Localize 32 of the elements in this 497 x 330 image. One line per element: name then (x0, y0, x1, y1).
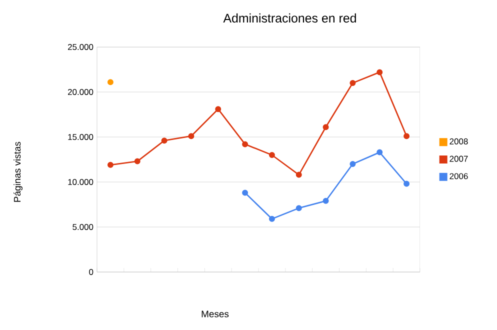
legend-label: 2008 (450, 138, 468, 144)
point (268, 152, 275, 158)
point (322, 198, 329, 204)
x-axis-title: Meses (202, 310, 229, 318)
point (107, 79, 114, 86)
point (322, 124, 329, 130)
point (296, 172, 302, 178)
point (188, 133, 194, 140)
y-tick-label: 10.000 (68, 179, 94, 185)
y-axis-title: Páginas vistas (14, 142, 22, 202)
point (350, 80, 356, 86)
y-tick-label: 0 (89, 269, 94, 275)
point (161, 138, 168, 144)
point (376, 69, 383, 76)
point (350, 161, 356, 167)
point (242, 141, 248, 148)
point (107, 162, 114, 168)
y-tick-label: 20.000 (68, 89, 94, 95)
point (268, 216, 275, 222)
y-tick-label: 25.000 (68, 44, 94, 50)
point (404, 133, 410, 140)
point (376, 149, 383, 156)
point (296, 205, 302, 212)
point (404, 180, 410, 187)
point (215, 106, 222, 112)
chart-title: Administraciones en red (223, 13, 356, 23)
y-tick-label: 15.000 (68, 134, 94, 140)
legend-label: 2007 (450, 156, 468, 162)
point (242, 190, 248, 196)
y-tick-label: 5.000 (72, 224, 94, 230)
point (134, 158, 140, 164)
legend-label: 2006 (450, 173, 468, 180)
